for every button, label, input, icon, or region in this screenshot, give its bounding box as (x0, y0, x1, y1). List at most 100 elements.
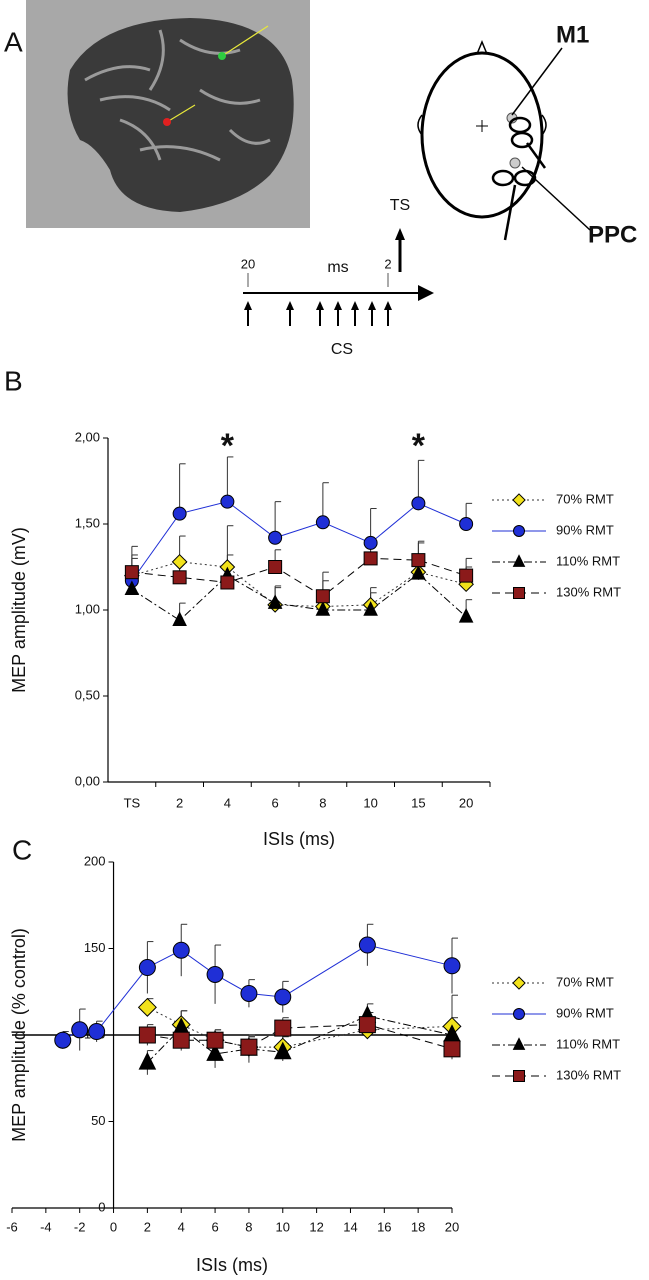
y-axis-label: MEP amplitude (mV) (9, 527, 29, 693)
legend-label: 110% RMT (556, 553, 620, 568)
head-ear (417, 114, 423, 136)
data-point (268, 530, 283, 545)
data-point (54, 1031, 72, 1049)
x-tick-label: 6 (211, 1219, 218, 1234)
coil-handle (525, 142, 547, 169)
coil (513, 169, 537, 187)
x-tick-label: 12 (309, 1219, 323, 1234)
m1-label: M1 (556, 21, 589, 48)
legend-marker (513, 587, 525, 599)
series-line (131, 557, 467, 597)
data-point (71, 1021, 89, 1039)
legend-marker (513, 1070, 525, 1082)
data-point (459, 517, 474, 531)
data-point (274, 1019, 292, 1037)
head-center (476, 120, 488, 132)
data-point (363, 601, 378, 616)
x-tick-label: 4 (224, 795, 231, 810)
annotation: * (412, 427, 426, 465)
legend-label: 130% RMT (556, 1067, 621, 1082)
ppc-target (163, 118, 171, 126)
series-line (131, 573, 467, 621)
x-tick-label: 8 (245, 1219, 252, 1234)
coil-handle (503, 184, 517, 241)
timeline-unit: ms (327, 259, 348, 276)
head-ear (541, 114, 547, 136)
data-point (220, 575, 235, 590)
data-point (267, 594, 283, 609)
x-tick-label: 4 (178, 1219, 185, 1234)
data-point (358, 936, 376, 954)
y-tick-label: 1,00 (75, 601, 100, 616)
x-tick-label: 20 (445, 1219, 459, 1234)
x-tick-label: 2 (176, 795, 183, 810)
data-point (171, 553, 188, 570)
data-point (363, 551, 378, 566)
ts-label: TS (390, 197, 410, 214)
data-point (206, 1043, 224, 1061)
data-point (411, 496, 426, 511)
data-point (268, 560, 283, 574)
m1-pointer (511, 47, 563, 116)
x-tick-label: -4 (40, 1219, 52, 1234)
x-tick-label: 2 (144, 1219, 151, 1234)
head-outline (420, 51, 544, 219)
timeline-label: 2 (384, 256, 391, 271)
series-line (131, 501, 467, 582)
data-point (363, 535, 378, 550)
x-tick-label: -2 (74, 1219, 86, 1234)
ts-arrowhead (395, 228, 405, 240)
data-point (172, 570, 187, 585)
legend-marker (512, 554, 526, 567)
data-point (240, 984, 258, 1002)
y-tick-label: 200 (84, 853, 106, 868)
ppc-pointer (521, 166, 591, 231)
brain-gyri (84, 29, 271, 162)
data-point (172, 1031, 190, 1049)
coil (510, 131, 534, 149)
timeline-label: 20 (241, 256, 255, 271)
x-tick-label: 8 (319, 795, 326, 810)
x-tick-label: 16 (377, 1219, 391, 1234)
data-point (458, 607, 474, 623)
data-point (273, 1041, 292, 1060)
cs-label: CS (331, 341, 353, 358)
x-axis-label: ISIs (ms) (263, 829, 335, 849)
x-tick-label: 0 (110, 1219, 117, 1234)
data-point (358, 1016, 376, 1034)
x-tick-label: 18 (411, 1219, 425, 1234)
data-point (411, 564, 426, 580)
data-point (274, 988, 292, 1006)
y-tick-label: 2,00 (75, 429, 100, 444)
legend-marker (513, 1008, 525, 1020)
y-tick-label: 50 (91, 1113, 105, 1128)
y-tick-label: 0,00 (75, 773, 100, 788)
data-point (240, 1038, 258, 1056)
series-line (147, 1015, 453, 1064)
panel-label: C (12, 834, 32, 865)
coil (491, 169, 515, 187)
data-point (172, 611, 187, 627)
cs-arrows (247, 307, 389, 326)
x-tick-label: 6 (272, 795, 279, 810)
data-point (206, 965, 224, 983)
data-point (206, 1031, 224, 1049)
data-point (315, 515, 330, 530)
data-point (411, 553, 426, 568)
y-tick-label: 0 (98, 1199, 105, 1214)
legend-label: 70% RMT (556, 974, 614, 989)
y-tick-label: 150 (84, 940, 106, 955)
annotation: * (221, 427, 235, 465)
head-nose (476, 40, 488, 55)
data-point (137, 997, 157, 1017)
data-point (443, 957, 461, 975)
coil-line (166, 104, 196, 123)
x-tick-label: 10 (276, 1219, 290, 1234)
legend-marker (513, 525, 525, 537)
data-point (124, 580, 140, 596)
legend-label: 130% RMT (556, 584, 621, 599)
timeline-arrowhead (418, 285, 434, 301)
data-point (443, 1040, 461, 1058)
